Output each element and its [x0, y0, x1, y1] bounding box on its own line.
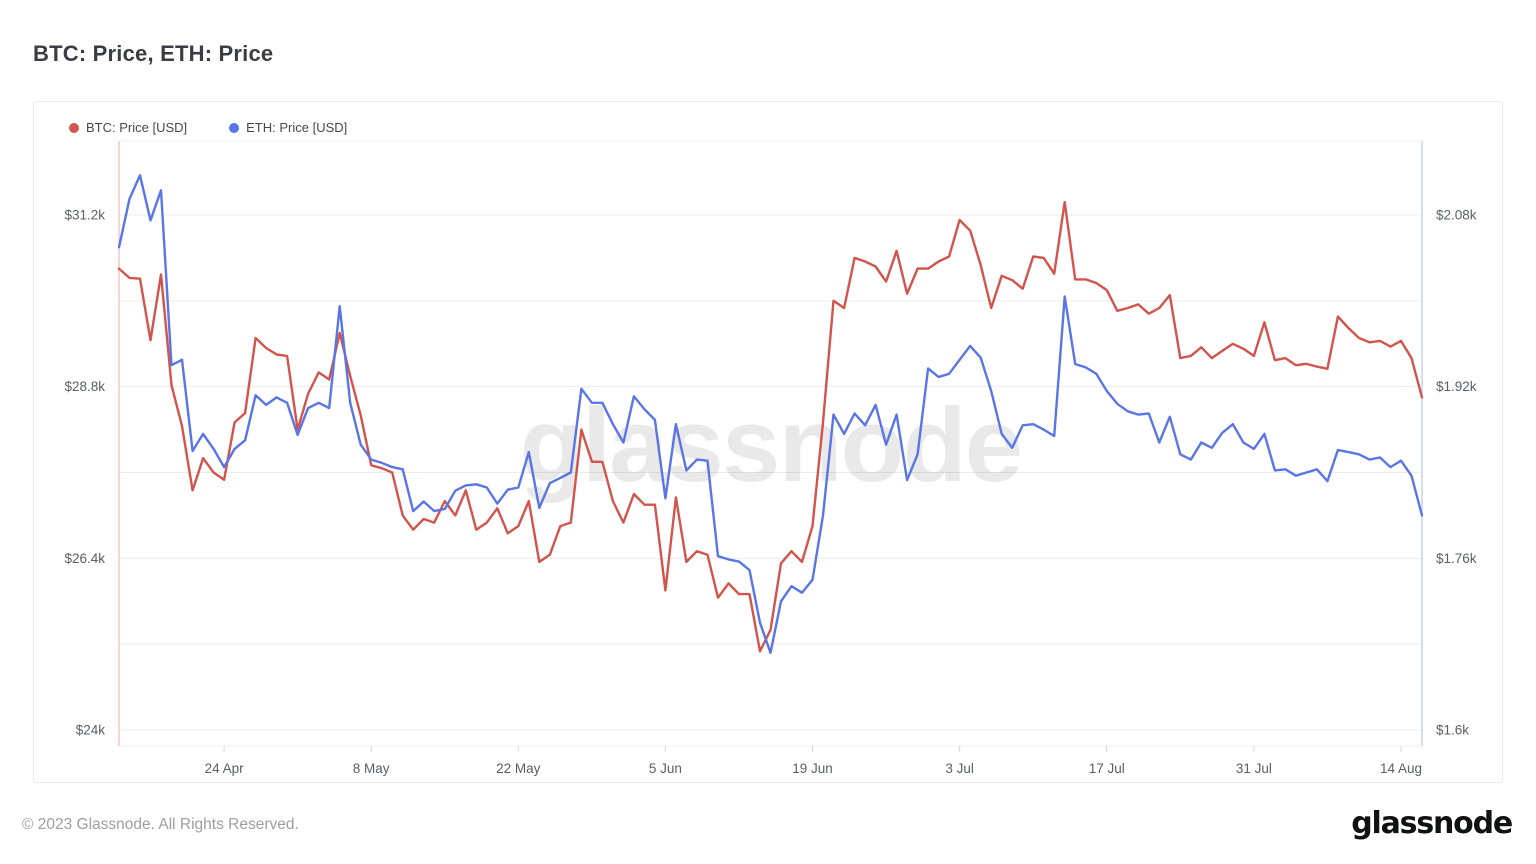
btc-series-dot-icon: [69, 122, 79, 133]
right-y-tick-label: $1.92k: [1436, 379, 1477, 394]
x-tick-label: 8 May: [353, 761, 390, 776]
x-tick-label: 5 Jun: [649, 761, 682, 776]
legend-label-btc: BTC: Price [USD]: [86, 120, 188, 135]
price-line-chart[interactable]: glassnode 24 Apr 8 May 22 May 5 Jun 19 Jun 3 J…: [34, 102, 1502, 782]
glassnode-logo: glassnode: [1351, 806, 1513, 841]
x-tick-label: 19 Jun: [792, 761, 833, 776]
x-tick-label: 31 Jul: [1236, 761, 1272, 776]
copyright-text: © 2023 Glassnode. All Rights Reserved.: [22, 816, 299, 833]
x-tick-label: 3 Jul: [945, 761, 974, 776]
x-tick-label: 22 May: [496, 761, 541, 776]
left-y-tick-label: $31.2k: [64, 208, 105, 223]
right-y-tick-label: $1.6k: [1436, 723, 1469, 738]
legend-item-eth[interactable]: ETH: Price [USD]: [229, 120, 347, 135]
glassnode-watermark: glassnode: [520, 387, 1021, 504]
legend-label-eth: ETH: Price [USD]: [246, 120, 348, 135]
eth-series-dot-icon: [229, 122, 240, 133]
eth-price-line: [117, 174, 1424, 654]
right-y-tick-label: $2.08k: [1436, 208, 1477, 223]
legend-item-btc[interactable]: BTC: Price [USD]: [69, 120, 187, 135]
left-y-tick-label: $24k: [76, 723, 106, 738]
chart-card: BTC: Price [USD] ETH: Price [USD] glassn…: [33, 101, 1503, 783]
chart-legend: BTC: Price [USD] ETH: Price [USD]: [69, 120, 347, 135]
x-tick-label: 24 Apr: [205, 761, 245, 776]
page-title: BTC: Price, ETH: Price: [33, 41, 274, 66]
left-y-tick-label: $28.8k: [64, 379, 105, 394]
x-tick-label: 17 Jul: [1089, 761, 1125, 776]
left-y-tick-label: $26.4k: [64, 551, 105, 566]
x-tick-label: 14 Aug: [1380, 761, 1422, 776]
right-y-tick-label: $1.76k: [1436, 551, 1477, 566]
